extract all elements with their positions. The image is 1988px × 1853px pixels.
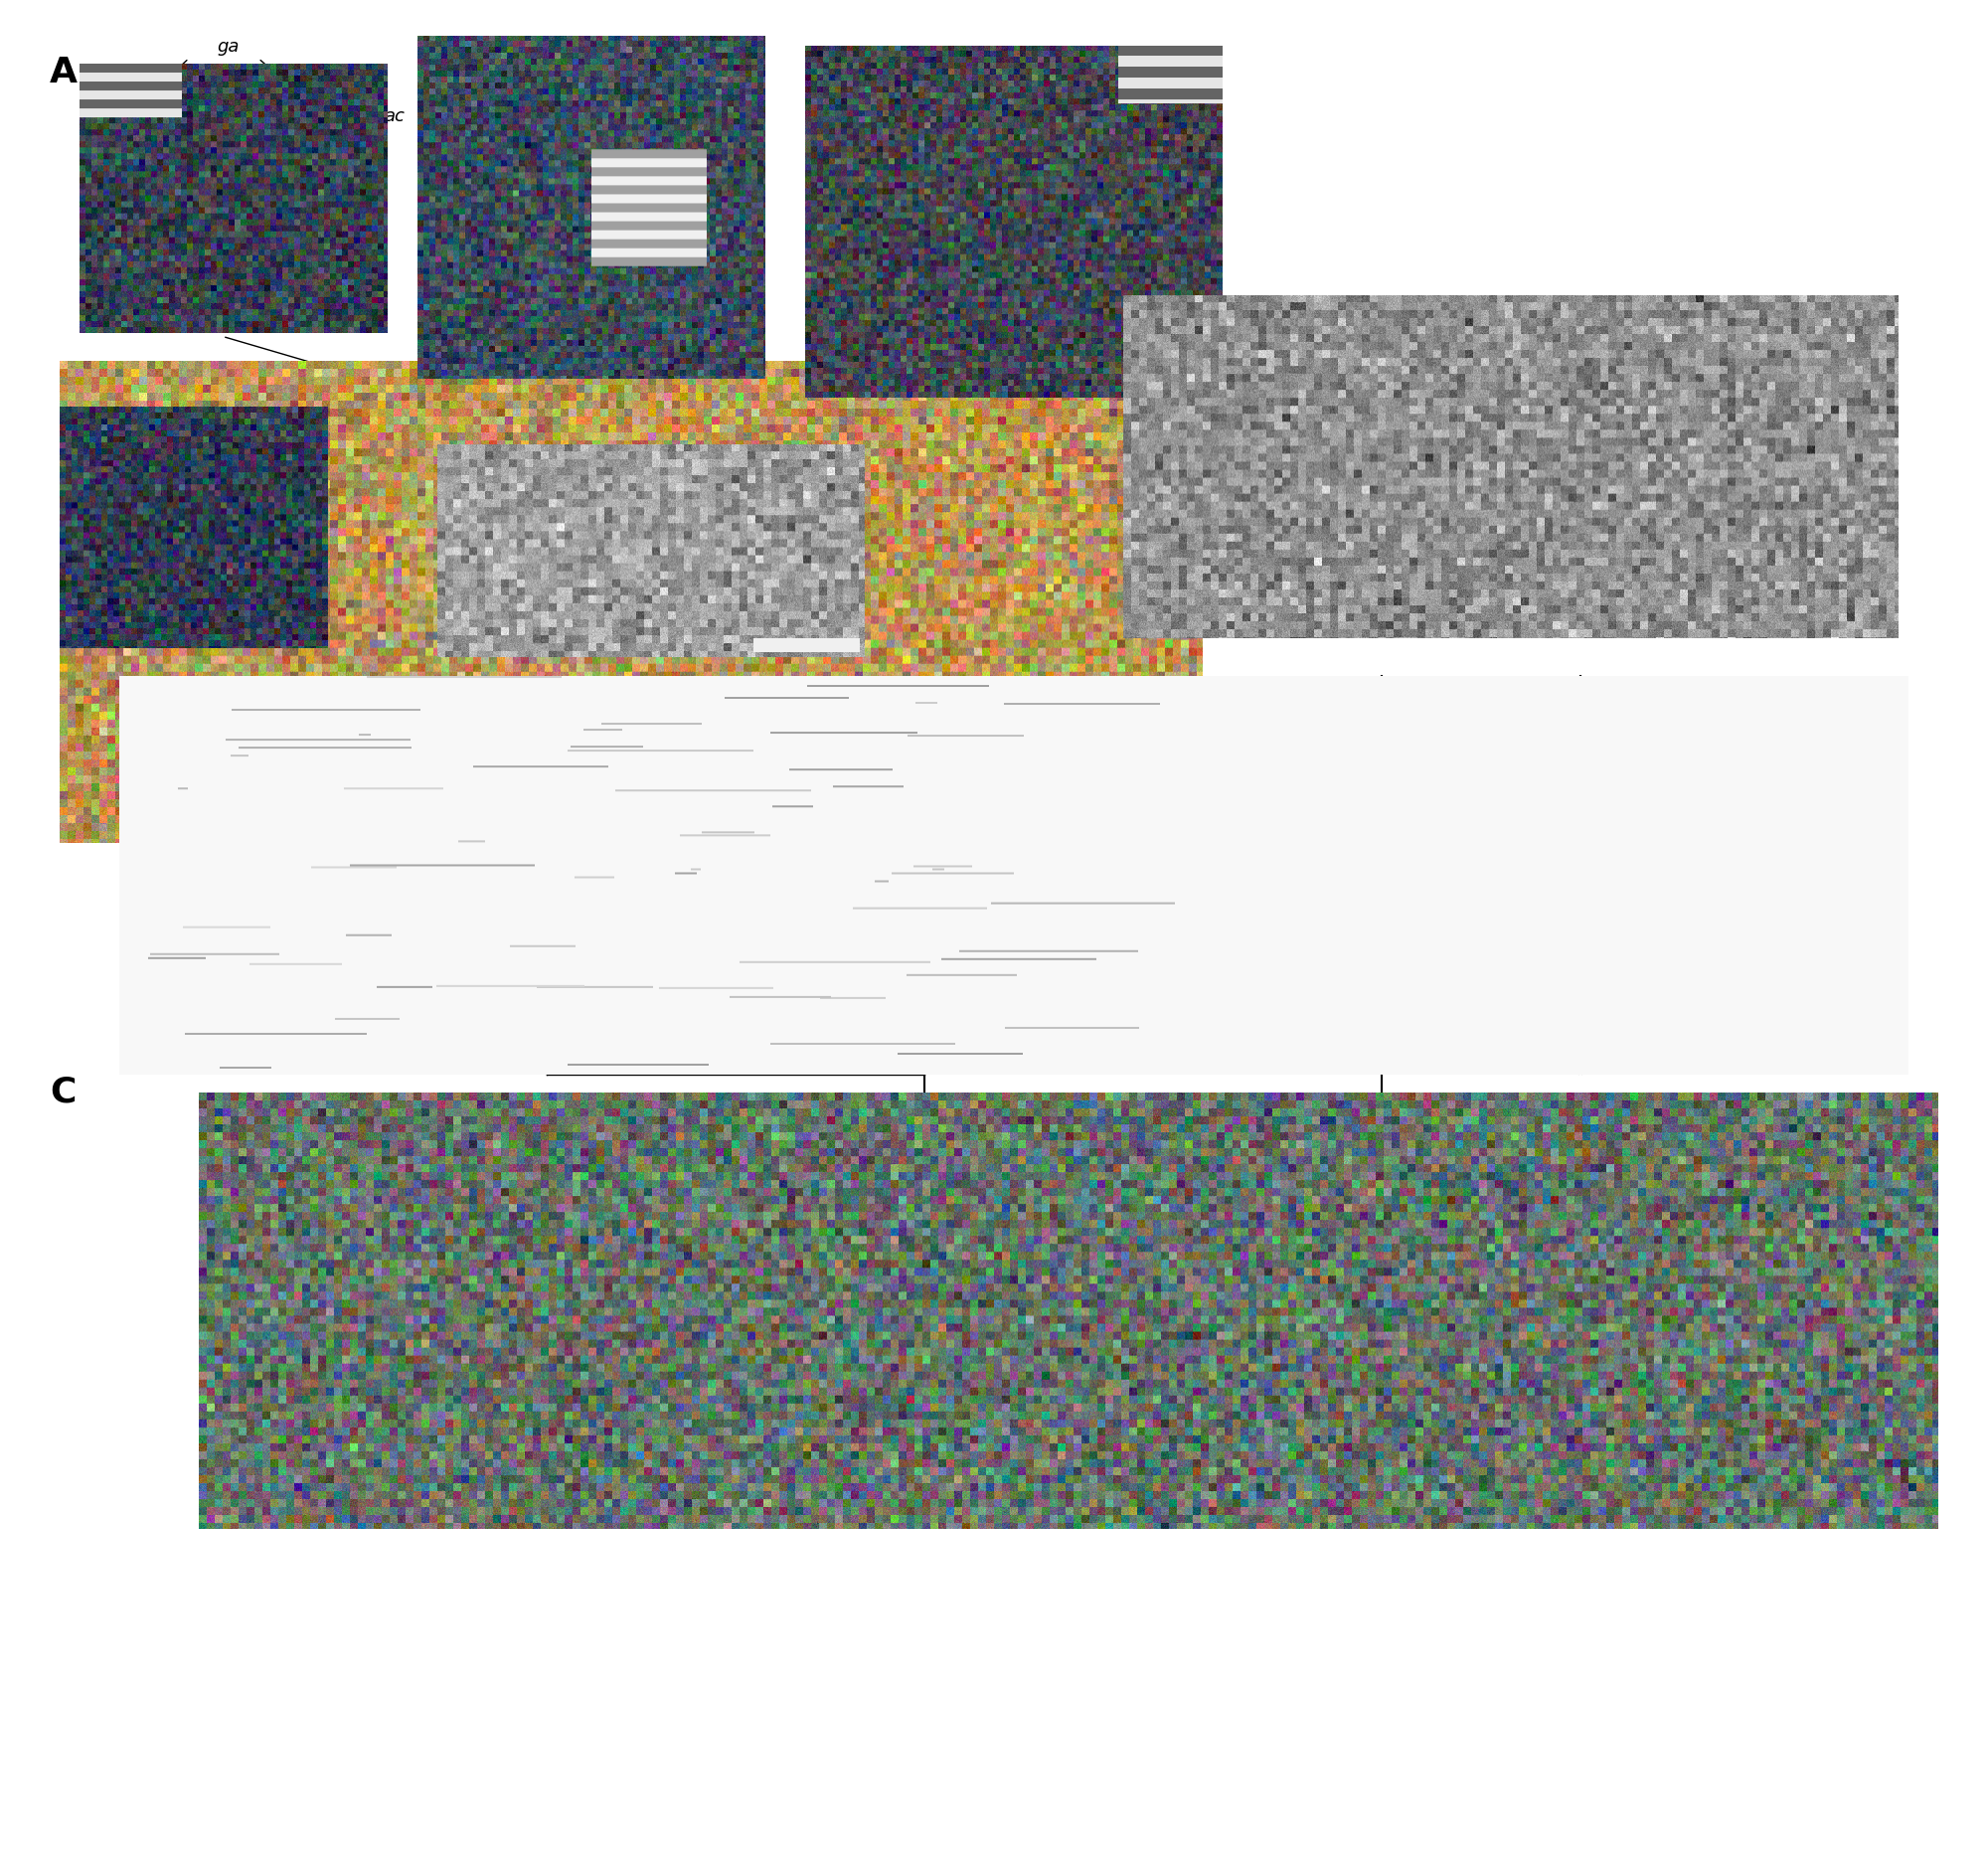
Text: ac: ac [1083,180,1103,198]
Text: A: A [50,56,78,89]
Text: ga: ga [95,573,117,591]
Text: ga: ga [217,37,241,56]
Text: C: C [50,1075,76,1108]
Text: B: B [1064,473,1091,506]
Text: ac: ac [692,161,712,180]
Text: mx: mx [537,988,565,1006]
Bar [785,547,974,704]
Text: ga: ga [726,32,747,50]
Text: ac: ac [384,107,404,126]
Text: mx: mx [537,717,565,736]
